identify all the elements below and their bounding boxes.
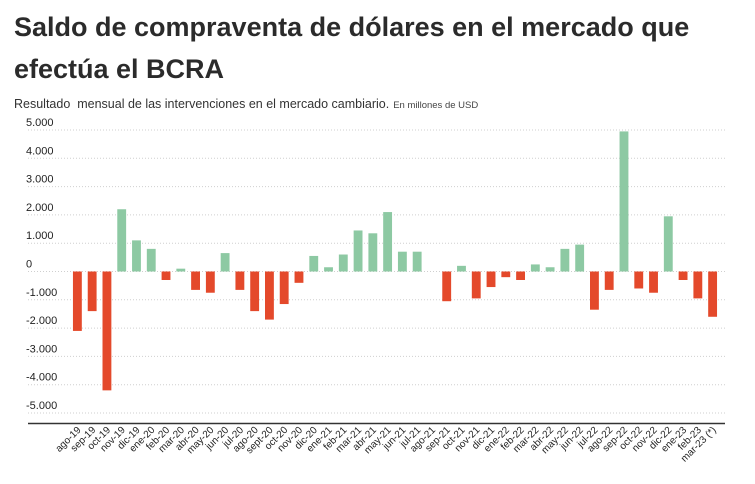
bar-dic-21 <box>486 271 496 288</box>
bar-jul-22 <box>590 271 599 310</box>
bar-ene-23 <box>678 271 688 280</box>
y-tick-label: 1.000 <box>26 230 54 242</box>
bar-abr-21 <box>368 233 378 272</box>
bar-nov-20 <box>294 271 304 283</box>
bar-jun-20 <box>220 253 230 272</box>
bar-abr-22 <box>545 267 555 272</box>
y-tick-label: -3.000 <box>26 343 57 355</box>
y-tick-label: -2.000 <box>26 315 57 327</box>
bar-sept-20 <box>265 271 274 320</box>
chart-subtitle: Resultado mensual de las intervenciones … <box>14 97 478 111</box>
bar-oct-22 <box>634 271 644 289</box>
y-tick-label: 5.000 <box>26 117 54 129</box>
bar-feb-20 <box>161 271 171 280</box>
bar-feb-21 <box>338 254 348 272</box>
y-tick-label: -1.000 <box>26 287 57 299</box>
bar-ene-20 <box>146 248 156 272</box>
bar-dic-19 <box>132 240 141 272</box>
y-tick-label: -5.000 <box>26 400 57 412</box>
y-axis-labels: 5.000 4.000 3.000 2.000 1.000 0 -1.000 -2.000 -3… <box>26 117 57 412</box>
bar-sep-19 <box>87 271 97 312</box>
bar-mar-22 <box>530 264 540 272</box>
bar-may-20 <box>205 271 215 293</box>
bar-ene-22 <box>501 271 511 278</box>
y-tick-label: -4.000 <box>26 372 57 384</box>
bar-may-22 <box>560 248 570 272</box>
y-tick-label: 3.000 <box>26 174 54 186</box>
bar-abr-20 <box>191 271 200 290</box>
bar-oct-19 <box>102 271 112 391</box>
bar-mar-21 <box>353 230 363 272</box>
bar-ago-20 <box>250 271 260 312</box>
bar-feb-23 <box>693 271 703 299</box>
bar-nov-22 <box>649 271 658 293</box>
bar-jun-22 <box>575 244 585 272</box>
bar-ene-21 <box>324 267 333 272</box>
bar-jul-21 <box>412 251 422 272</box>
bar-jun-21 <box>397 251 407 272</box>
subtitle-text: Resultado mensual de las intervenciones … <box>14 97 390 111</box>
units-note: En millones de USD <box>393 100 479 111</box>
bar-nov-21 <box>471 271 481 299</box>
bar-jul-20 <box>235 271 245 290</box>
x-axis-labels: ago-19sep-19oct-19nov-19dic-19ene-20feb-… <box>54 425 719 465</box>
bar-sep-21 <box>442 271 452 302</box>
bar-dic-22 <box>663 216 673 272</box>
y-tick-label: 0 <box>26 259 32 271</box>
bar-oct-20 <box>279 271 289 305</box>
bar-feb-22 <box>516 271 525 280</box>
bar-ago-22 <box>604 271 614 290</box>
bar-dic-20 <box>309 255 319 272</box>
bar-nov-19 <box>117 209 127 272</box>
bar-ago-19 <box>72 271 82 331</box>
y-tick-label: 2.000 <box>26 202 54 214</box>
bars <box>72 131 718 391</box>
bar-oct-21 <box>457 265 466 272</box>
bar-may-21 <box>383 212 393 272</box>
chart-title: Saldo de compraventa de dólares en el me… <box>14 12 690 84</box>
bar-mar-20 <box>176 268 186 272</box>
y-tick-label: 4.000 <box>26 145 54 157</box>
bar-sep-22 <box>619 131 629 272</box>
bar-mar-23 <box>708 271 718 317</box>
